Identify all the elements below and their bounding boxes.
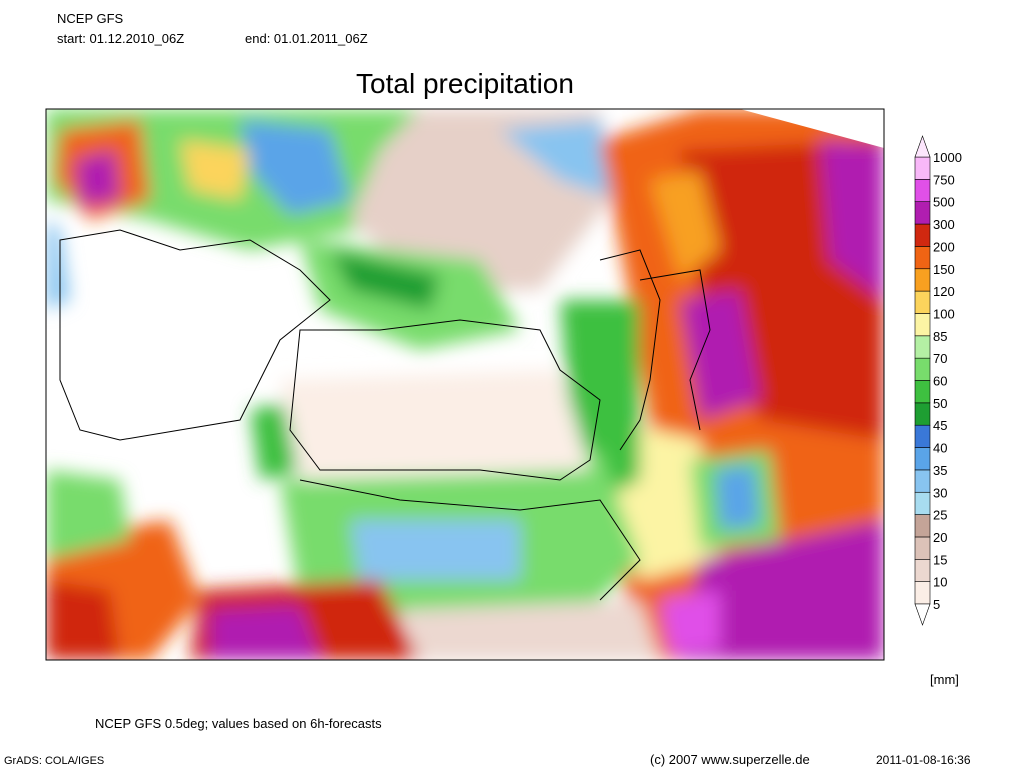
legend-swatch bbox=[914, 246, 931, 270]
legend-label: 300 bbox=[933, 217, 955, 232]
legend-swatch bbox=[914, 179, 931, 203]
legend-label: 50 bbox=[933, 396, 947, 411]
legend-swatch bbox=[914, 313, 931, 337]
legend-label: 1000 bbox=[933, 150, 962, 165]
legend-swatch bbox=[914, 581, 931, 605]
legend-label: 120 bbox=[933, 284, 955, 299]
legend-swatch bbox=[914, 491, 931, 515]
legend-label: 500 bbox=[933, 195, 955, 210]
legend-swatch bbox=[914, 335, 931, 359]
legend-swatch bbox=[914, 156, 931, 180]
legend-below bbox=[914, 603, 931, 626]
legend-above bbox=[914, 135, 931, 158]
legend-unit: [mm] bbox=[930, 672, 959, 687]
map bbox=[46, 109, 884, 660]
legend-label: 85 bbox=[933, 329, 947, 344]
legend-swatch bbox=[914, 201, 931, 225]
legend-label: 30 bbox=[933, 485, 947, 500]
footer-timestamp: 2011-01-08-16:36 bbox=[876, 753, 971, 767]
legend-label: 15 bbox=[933, 552, 947, 567]
legend-swatch bbox=[914, 447, 931, 471]
legend-swatch bbox=[914, 357, 931, 381]
legend-label: 750 bbox=[933, 172, 955, 187]
legend-swatch bbox=[914, 268, 931, 292]
legend-swatch bbox=[914, 558, 931, 582]
legend-label: 35 bbox=[933, 463, 947, 478]
legend-swatch bbox=[914, 380, 931, 404]
legend-label: 10 bbox=[933, 575, 947, 590]
map-frame bbox=[45, 108, 885, 661]
legend-swatch bbox=[914, 514, 931, 538]
legend-swatch bbox=[914, 424, 931, 448]
legend: 5 10 15 20 25 30 35 40 45 50 60 70 85 100 120 150 200 300… bbox=[914, 135, 962, 626]
legend-label: 60 bbox=[933, 374, 947, 389]
legend-swatch bbox=[914, 290, 931, 314]
footer-note: NCEP GFS 0.5deg; values based on 6h-fore… bbox=[95, 716, 382, 731]
legend-label: 25 bbox=[933, 508, 947, 523]
legend-label: 5 bbox=[933, 597, 940, 612]
legend-swatch bbox=[914, 536, 931, 560]
legend-label: 100 bbox=[933, 306, 955, 321]
title: Total precipitation bbox=[356, 68, 574, 99]
legend-label: 200 bbox=[933, 239, 955, 254]
start-time: start: 01.12.2010_06Z bbox=[57, 31, 184, 46]
legend-swatch bbox=[914, 223, 931, 247]
footer-copyright: (c) 2007 www.superzelle.de bbox=[650, 752, 810, 767]
legend-label: 150 bbox=[933, 262, 955, 277]
legend-label: 40 bbox=[933, 441, 947, 456]
legend-label: 70 bbox=[933, 351, 947, 366]
footer-software: GrADS: COLA/IGES bbox=[4, 755, 104, 767]
legend-swatch bbox=[914, 402, 931, 426]
legend-label: 45 bbox=[933, 418, 947, 433]
legend-label: 20 bbox=[933, 530, 947, 545]
end-time: end: 01.01.2011_06Z bbox=[245, 31, 368, 46]
legend-swatch bbox=[914, 469, 931, 493]
source: NCEP GFS bbox=[57, 11, 124, 26]
